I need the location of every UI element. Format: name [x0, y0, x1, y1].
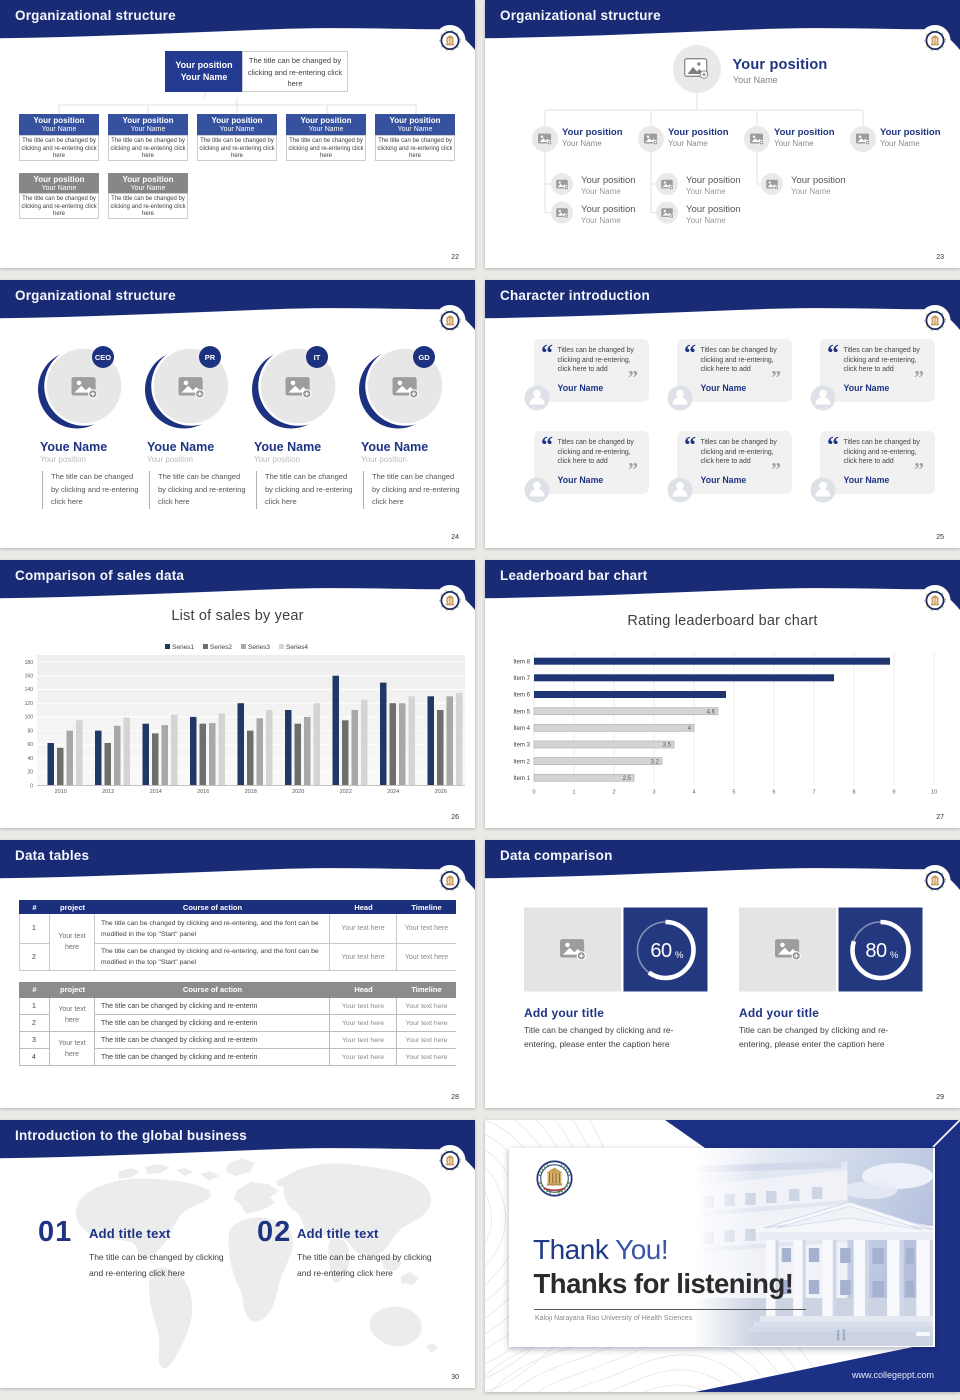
svg-text:%: % [890, 950, 899, 961]
svg-text:8: 8 [852, 790, 855, 796]
svg-text:2020: 2020 [292, 789, 304, 795]
svg-text:7.5: 7.5 [823, 676, 832, 682]
svg-text:9: 9 [892, 790, 895, 796]
svg-text:Series1: Series1 [172, 644, 194, 651]
svg-text:2016: 2016 [197, 789, 209, 795]
svg-text:3.5: 3.5 [663, 743, 672, 749]
svg-text:2024: 2024 [387, 789, 399, 795]
svg-text:6: 6 [772, 790, 775, 796]
svg-text:0: 0 [30, 783, 33, 789]
svg-text:Series4: Series4 [286, 644, 308, 651]
svg-text:GD: GD [418, 353, 430, 362]
svg-text:“: “ [541, 341, 553, 367]
svg-text:CEO: CEO [95, 353, 111, 362]
svg-text:2014: 2014 [150, 789, 162, 795]
svg-text:Item 5: Item 5 [513, 709, 530, 715]
svg-text:100: 100 [25, 715, 34, 721]
svg-text:40: 40 [27, 756, 33, 762]
svg-text:Item 8: Item 8 [513, 659, 530, 665]
svg-text:2.5: 2.5 [623, 776, 632, 782]
svg-text:1: 1 [572, 790, 575, 796]
svg-text:PR: PR [205, 353, 216, 362]
svg-text:Item 2: Item 2 [513, 759, 530, 765]
svg-text:Series2: Series2 [210, 644, 232, 651]
svg-text:7: 7 [812, 790, 815, 796]
svg-text:Item 3: Item 3 [513, 743, 530, 749]
svg-text:20: 20 [27, 770, 33, 776]
svg-text:Item 1: Item 1 [513, 776, 530, 782]
svg-text:10: 10 [931, 790, 937, 796]
svg-text:2012: 2012 [102, 789, 114, 795]
svg-text:%: % [675, 950, 684, 961]
svg-text:2010: 2010 [55, 789, 67, 795]
svg-text:80: 80 [27, 728, 33, 734]
svg-text:160: 160 [25, 674, 34, 680]
svg-text:IT: IT [314, 353, 321, 362]
svg-text:4.8: 4.8 [715, 693, 724, 699]
svg-text:180: 180 [25, 660, 34, 666]
svg-text:4: 4 [688, 726, 692, 732]
svg-text:Item 7: Item 7 [513, 676, 530, 682]
svg-text:Item 6: Item 6 [513, 693, 530, 699]
svg-text:Series3: Series3 [248, 644, 270, 651]
svg-text:2018: 2018 [245, 789, 257, 795]
svg-text:60: 60 [27, 742, 33, 748]
svg-text:”: ” [628, 367, 638, 389]
svg-text:2022: 2022 [340, 789, 352, 795]
svg-text:80: 80 [865, 940, 887, 962]
svg-text:4: 4 [692, 790, 695, 796]
svg-text:0: 0 [532, 790, 535, 796]
svg-text:120: 120 [25, 701, 34, 707]
svg-text:4.6: 4.6 [707, 709, 716, 715]
svg-text:2: 2 [612, 790, 615, 796]
svg-text:5: 5 [732, 790, 735, 796]
svg-text:3.2: 3.2 [651, 759, 660, 765]
svg-text:3: 3 [652, 790, 655, 796]
svg-text:140: 140 [25, 687, 34, 693]
svg-text:8.9: 8.9 [879, 659, 888, 665]
svg-text:Item 4: Item 4 [513, 726, 530, 732]
svg-text:60: 60 [650, 940, 672, 962]
svg-text:2026: 2026 [435, 789, 447, 795]
